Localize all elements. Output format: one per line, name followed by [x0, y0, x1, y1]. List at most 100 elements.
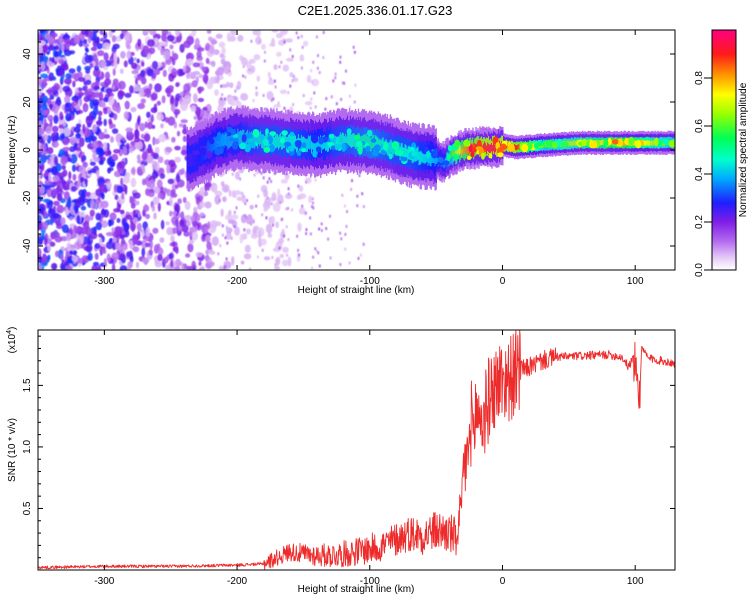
- noise-speckle: [58, 172, 66, 178]
- signal-ridge-cell: [350, 134, 353, 148]
- noise-speckle: [92, 92, 101, 98]
- noise-speckle: [173, 108, 181, 115]
- noise-speckle: [136, 154, 141, 161]
- noise-speckle: [38, 55, 44, 63]
- spectrogram-x-tick-label: -100: [360, 276, 380, 287]
- noise-speckle: [156, 100, 161, 106]
- noise-speckle: [53, 200, 60, 206]
- noise-speckle: [153, 212, 157, 220]
- noise-speckle: [116, 218, 121, 223]
- signal-ridge-cell: [213, 136, 215, 150]
- noise-speckle: [253, 173, 256, 177]
- noise-speckle: [102, 249, 107, 255]
- noise-speckle: [192, 213, 201, 222]
- noise-speckle: [89, 63, 94, 68]
- noise-speckle: [38, 248, 42, 258]
- noise-speckle: [184, 200, 191, 211]
- noise-speckle: [276, 51, 282, 57]
- noise-speckle: [97, 110, 103, 117]
- noise-speckle: [60, 217, 66, 226]
- noise-speckle: [255, 86, 258, 90]
- signal-ridge-cell: [403, 148, 405, 162]
- noise-speckle: [40, 61, 46, 71]
- snr-x-tick-label: -100: [360, 576, 380, 587]
- noise-speckle: [289, 72, 294, 78]
- noise-speckle: [280, 60, 283, 64]
- signal-ridge-blob: [497, 152, 504, 158]
- noise-speckle: [147, 191, 155, 198]
- noise-speckle: [81, 227, 87, 235]
- noise-speckle: [193, 115, 198, 121]
- noise-speckle: [73, 126, 81, 133]
- noise-speckle: [84, 65, 92, 71]
- spectrogram-marks: [38, 30, 675, 270]
- noise-speckle: [182, 197, 187, 203]
- noise-speckle: [198, 267, 205, 270]
- signal-ridge-cell: [321, 139, 323, 154]
- noise-speckle: [123, 222, 130, 233]
- noise-speckle: [285, 38, 293, 43]
- noise-speckle: [77, 71, 83, 79]
- signal-ridge-cell: [319, 138, 321, 152]
- noise-speckle: [154, 261, 162, 268]
- colorbar-axis: 0.0 0.2 0.4 0.6 0.8: [694, 71, 712, 277]
- signal-ridge-cell: [486, 145, 488, 154]
- noise-speckle: [322, 56, 325, 59]
- noise-speckle: [327, 237, 330, 241]
- noise-speckle: [136, 222, 142, 232]
- svg-text:(x104): (x104): [6, 327, 18, 354]
- noise-speckle: [151, 60, 159, 70]
- noise-speckle: [59, 69, 63, 77]
- signal-ridge-cell: [195, 148, 197, 163]
- signal-ridge-cell: [190, 153, 192, 168]
- noise-speckle: [111, 30, 116, 33]
- noise-speckle: [93, 261, 99, 266]
- noise-speckle: [90, 199, 95, 209]
- noise-speckle: [239, 177, 242, 181]
- signal-ridge-blob: [662, 139, 669, 144]
- signal-ridge-blob: [388, 153, 393, 160]
- noise-speckle: [60, 132, 65, 139]
- noise-speckle: [47, 254, 51, 261]
- noise-speckle: [314, 105, 317, 109]
- noise-speckle: [266, 180, 269, 184]
- noise-speckle: [175, 258, 182, 268]
- signal-ridge-blob: [425, 151, 431, 159]
- noise-speckle: [227, 219, 235, 224]
- signal-ridge-cell: [258, 130, 260, 145]
- noise-speckle: [49, 208, 56, 215]
- noise-speckle: [193, 206, 198, 213]
- noise-speckle: [332, 79, 335, 83]
- signal-ridge-cell: [494, 145, 496, 154]
- noise-speckle: [69, 73, 77, 79]
- noise-speckle: [135, 78, 138, 85]
- noise-speckle: [312, 255, 315, 259]
- noise-speckle: [315, 35, 318, 39]
- noise-speckle: [56, 193, 63, 202]
- noise-speckle: [99, 60, 107, 68]
- noise-speckle: [68, 157, 72, 163]
- noise-speckle: [107, 107, 112, 115]
- noise-speckle: [142, 151, 148, 161]
- noise-speckle: [224, 214, 232, 221]
- noise-speckle: [102, 42, 111, 50]
- noise-speckle: [91, 140, 99, 149]
- noise-speckle: [38, 180, 43, 187]
- noise-speckle: [149, 239, 153, 250]
- noise-speckle: [139, 122, 146, 132]
- noise-speckle: [65, 102, 72, 108]
- noise-speckle: [54, 250, 60, 258]
- noise-speckle: [106, 157, 111, 165]
- noise-speckle: [356, 204, 359, 208]
- noise-speckle: [148, 249, 153, 256]
- signal-ridge-cell: [459, 146, 461, 155]
- noise-speckle: [82, 123, 86, 134]
- noise-speckle: [287, 187, 290, 191]
- snr-x-tick-label: -300: [94, 576, 114, 587]
- noise-speckle: [195, 251, 203, 258]
- noise-speckle: [343, 204, 346, 208]
- noise-speckle: [184, 214, 192, 221]
- noise-speckle: [348, 94, 351, 98]
- noise-speckle: [172, 210, 178, 216]
- noise-speckle: [199, 186, 205, 196]
